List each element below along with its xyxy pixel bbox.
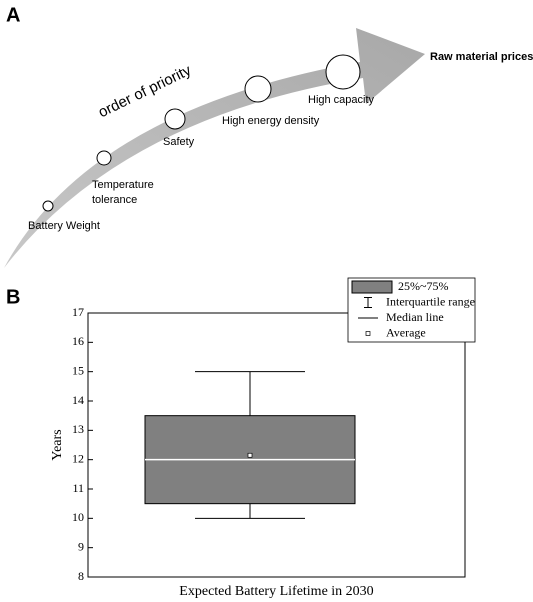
- y-tick-label: 16: [72, 334, 84, 348]
- priority-circle: [42, 200, 54, 212]
- y-tick-label: 17: [72, 305, 84, 319]
- legend-icon: [365, 331, 371, 336]
- legend-label: 25%~75%: [398, 279, 448, 293]
- item-label: High capacity: [308, 94, 375, 106]
- x-axis-label: Expected Battery Lifetime in 2030: [179, 584, 373, 599]
- mean-marker: [247, 452, 253, 458]
- y-tick-label: 8: [78, 569, 84, 583]
- y-axis-label: Years: [50, 429, 65, 460]
- item-label: High energy density: [222, 115, 320, 127]
- priority-circle: [244, 75, 272, 103]
- y-tick-label: 10: [72, 510, 84, 524]
- legend-label: Median line: [386, 310, 444, 324]
- priority-circle: [96, 150, 112, 166]
- priority-circle: [325, 54, 361, 90]
- y-tick-label: 12: [72, 451, 84, 465]
- panel-a: A Raw material prices order of priority …: [4, 4, 533, 268]
- panel-label: A: [6, 4, 20, 26]
- panel-label: B: [6, 286, 20, 308]
- legend-label: Average: [386, 325, 426, 339]
- plot-frame: [87, 312, 466, 578]
- y-tick-label: 14: [72, 393, 84, 407]
- priority-arrow: [4, 28, 425, 268]
- y-tick-label: 11: [72, 481, 84, 495]
- item-label: tolerance: [92, 194, 137, 206]
- y-tick-label: 13: [72, 422, 84, 436]
- y-tick-label: 9: [78, 539, 84, 553]
- legend-label: Interquartile range: [386, 294, 475, 308]
- item-label: Temperature: [92, 179, 154, 191]
- priority-items: Battery Weight Temperature tolerance Safety…: [28, 54, 375, 232]
- item-label: Safety: [163, 136, 195, 148]
- y-tick-label: 15: [72, 363, 84, 377]
- priority-circle: [164, 108, 186, 130]
- legend-swatch: [351, 280, 393, 294]
- end-label: Raw material prices: [430, 51, 533, 63]
- item-label: Battery Weight: [28, 220, 100, 232]
- panel-b: B 8 9 10 11 12 13 14 15 16 17 Expected Battery Life…: [6, 277, 476, 599]
